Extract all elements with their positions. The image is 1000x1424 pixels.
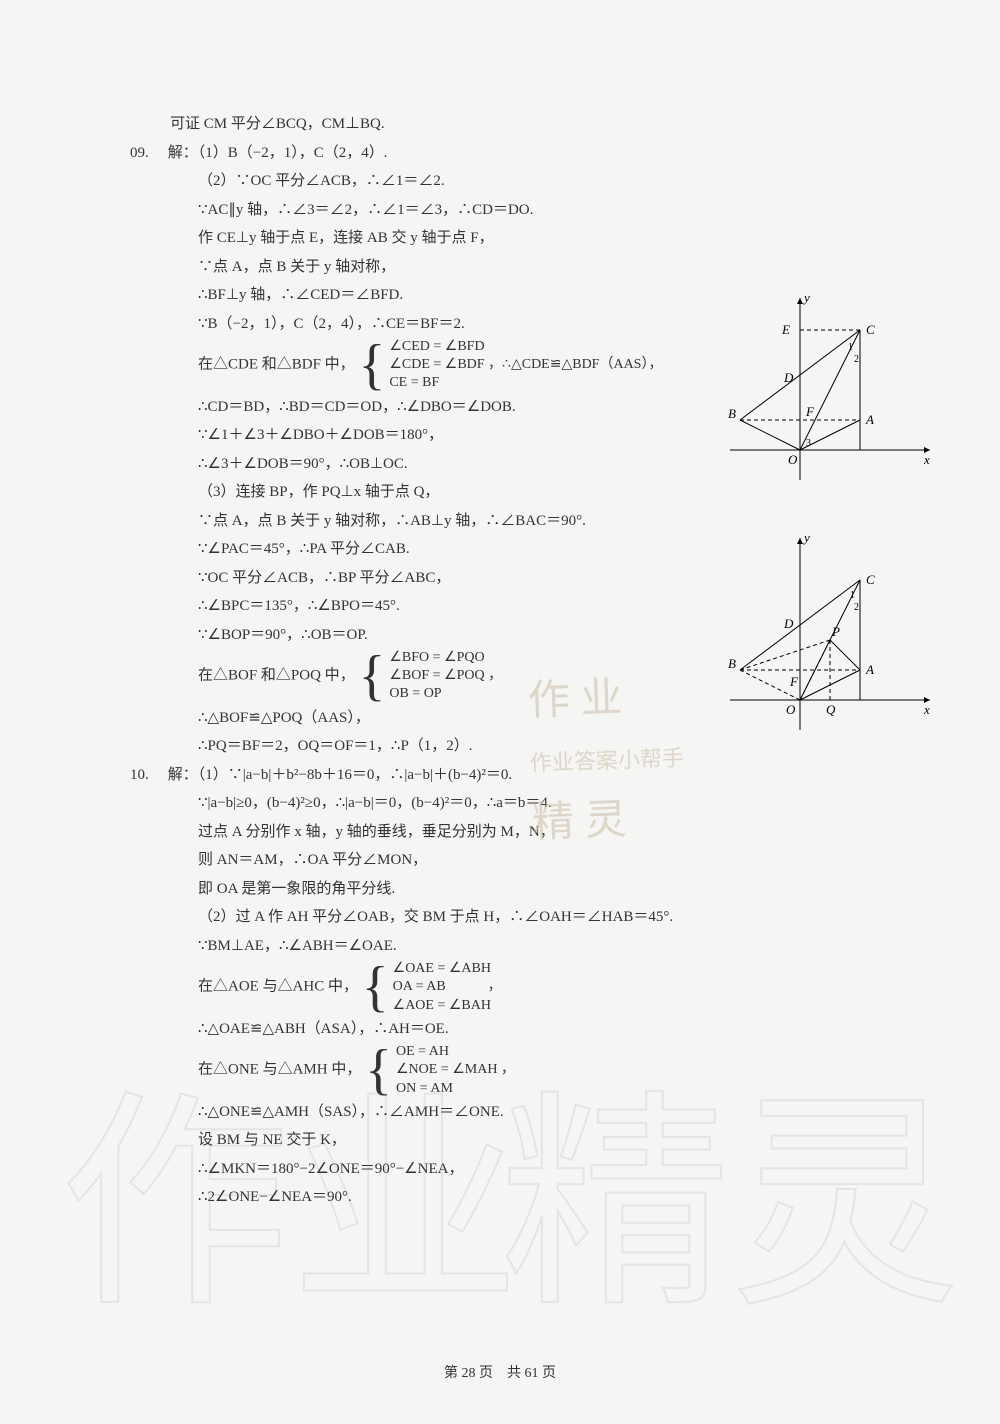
angle-1: 1 bbox=[850, 590, 855, 601]
angle-3: 3 bbox=[806, 438, 811, 449]
brace-prefix: 在△ONE 与△AMH 中， bbox=[198, 1062, 361, 1078]
brace-row: OA = AB ， bbox=[393, 978, 502, 996]
brace-content: ∠CED = ∠BFD ∠CDE = ∠BDF ，∴△CDE≌△BDF（AAS）… bbox=[389, 338, 662, 393]
brace-row: OB = OP bbox=[389, 685, 502, 703]
brace-group: { ∠CED = ∠BFD ∠CDE = ∠BDF ，∴△CDE≌△BDF（AA… bbox=[358, 338, 662, 393]
angle-2: 2 bbox=[854, 602, 859, 613]
q09-line: 解：（1）B（−2，1），C（2，4）. bbox=[168, 145, 388, 161]
label-x: x bbox=[923, 452, 930, 467]
q10-row: 10. 解：（1）∵|a−b|＋b²−8b＋16＝0，∴|a−b|＋(b−4)²… bbox=[130, 761, 900, 790]
label-C: C bbox=[866, 572, 875, 587]
brace-row: ∠OAE = ∠ABH bbox=[393, 960, 502, 978]
brace-row: ∠BOF = ∠POQ ， bbox=[389, 667, 502, 685]
label-D: D bbox=[783, 370, 794, 385]
q10-line: 解：（1）∵|a−b|＋b²−8b＋16＝0，∴|a−b|＋(b−4)²＝0. bbox=[168, 767, 512, 783]
brace-row: CE = BF bbox=[389, 374, 662, 392]
q09-line: ∵点 A，点 B 关于 y 轴对称， bbox=[130, 253, 900, 282]
q10-line: ∴2∠ONE−∠NEA＝90°. bbox=[130, 1183, 900, 1212]
q10-line: ∵|a−b|≥0，(b−4)²≥0，∴|a−b|＝0，(b−4)²＝0，∴a＝b… bbox=[130, 789, 900, 818]
q10-line: ∴△OAE≌△ABH（ASA），∴AH＝OE. bbox=[130, 1015, 900, 1044]
label-P: P bbox=[831, 624, 840, 639]
q10-line: ∴∠MKN＝180°−2∠ONE＝90°−∠NEA， bbox=[130, 1155, 900, 1184]
brace-left-icon: { bbox=[358, 650, 385, 702]
q10-line: ∵BM⊥AE，∴∠ABH＝∠OAE. bbox=[130, 932, 900, 961]
q10-line: ∴△ONE≌△AMH（SAS），∴∠AMH＝∠ONE. bbox=[130, 1098, 900, 1127]
q10-brace1: 在△AOE 与△AHC 中， { ∠OAE = ∠ABH OA = AB ， ∠… bbox=[130, 960, 900, 1015]
label-A: A bbox=[865, 412, 874, 427]
label-C: C bbox=[866, 322, 875, 337]
q09-line: 作 CE⊥y 轴于点 E，连接 AB 交 y 轴于点 F， bbox=[130, 224, 900, 253]
brace-prefix: 在△CDE 和△BDF 中， bbox=[198, 357, 355, 373]
brace-prefix: 在△BOF 和△POQ 中， bbox=[198, 668, 355, 684]
q10-num: 10. bbox=[130, 761, 164, 790]
q09-line: （2）∵OC 平分∠ACB，∴∠1＝∠2. bbox=[130, 167, 900, 196]
brace-prefix: 在△AOE 与△AHC 中， bbox=[198, 979, 358, 995]
q10-line: （2）过 A 作 AH 平分∠OAB，交 BM 于点 H，∴∠OAH＝∠HAB＝… bbox=[130, 903, 900, 932]
label-F: F bbox=[789, 674, 799, 689]
q10-line: 设 BM 与 NE 交于 K， bbox=[130, 1126, 900, 1155]
brace-left-icon: { bbox=[365, 1044, 392, 1096]
brace-left-icon: { bbox=[358, 339, 385, 391]
brace-row: ∠AOE = ∠BAH bbox=[393, 997, 502, 1015]
proof-header: 可证 CM 平分∠BCQ，CM⊥BQ. bbox=[130, 110, 900, 139]
label-O: O bbox=[786, 702, 796, 717]
label-Q: Q bbox=[826, 702, 836, 717]
brace-row: ∠BFO = ∠PQO bbox=[389, 649, 502, 667]
brace-row: ∠CED = ∠BFD bbox=[389, 338, 662, 356]
label-F: F bbox=[805, 404, 815, 419]
brace-row: ON = AM bbox=[396, 1080, 515, 1098]
brace-group: { ∠OAE = ∠ABH OA = AB ， ∠AOE = ∠BAH bbox=[362, 960, 502, 1015]
q10-line: 则 AN＝AM，∴OA 平分∠MON， bbox=[130, 846, 900, 875]
q10-line: 过点 A 分别作 x 轴，y 轴的垂线，垂足分别为 M，N， bbox=[130, 818, 900, 847]
brace-group: { ∠BFO = ∠PQO ∠BOF = ∠POQ ， OB = OP bbox=[358, 649, 502, 704]
brace-row: ∠NOE = ∠MAH ， bbox=[396, 1061, 515, 1079]
label-A: A bbox=[865, 662, 874, 677]
angle-1: 1 bbox=[848, 342, 853, 353]
brace-content: ∠OAE = ∠ABH OA = AB ， ∠AOE = ∠BAH bbox=[393, 960, 502, 1015]
brace-group: { OE = AH ∠NOE = ∠MAH ， ON = AM bbox=[365, 1043, 515, 1098]
label-E: E bbox=[781, 322, 790, 337]
brace-left-icon: { bbox=[362, 961, 389, 1013]
diagram-2: y x O Q C D P B F A 1 2 bbox=[720, 530, 940, 740]
diagram-1: y x O E C D B F A 1 2 3 bbox=[720, 290, 940, 490]
q09-num: 09. bbox=[130, 139, 164, 168]
label-x: x bbox=[923, 702, 930, 717]
label-B: B bbox=[728, 656, 736, 671]
q09-line: ∵AC∥y 轴，∴∠3＝∠2，∴∠1＝∠3，∴CD＝DO. bbox=[130, 196, 900, 225]
page-footer: 第 28 页 共 61 页 bbox=[0, 1361, 1000, 1388]
label-D: D bbox=[783, 616, 794, 631]
label-B: B bbox=[728, 406, 736, 421]
q09-row: 09. 解：（1）B（−2，1），C（2，4）. bbox=[130, 139, 900, 168]
q10-line: 即 OA 是第一象限的角平分线. bbox=[130, 875, 900, 904]
angle-2: 2 bbox=[854, 354, 859, 365]
brace-content: ∠BFO = ∠PQO ∠BOF = ∠POQ ， OB = OP bbox=[389, 649, 502, 704]
label-O: O bbox=[788, 452, 798, 467]
brace-row: OE = AH bbox=[396, 1043, 515, 1061]
brace-content: OE = AH ∠NOE = ∠MAH ， ON = AM bbox=[396, 1043, 515, 1098]
q10-brace2: 在△ONE 与△AMH 中， { OE = AH ∠NOE = ∠MAH ， O… bbox=[130, 1043, 900, 1098]
label-y: y bbox=[802, 290, 810, 305]
label-y: y bbox=[802, 530, 810, 545]
brace-row: ∠CDE = ∠BDF ，∴△CDE≌△BDF（AAS）， bbox=[389, 356, 662, 374]
